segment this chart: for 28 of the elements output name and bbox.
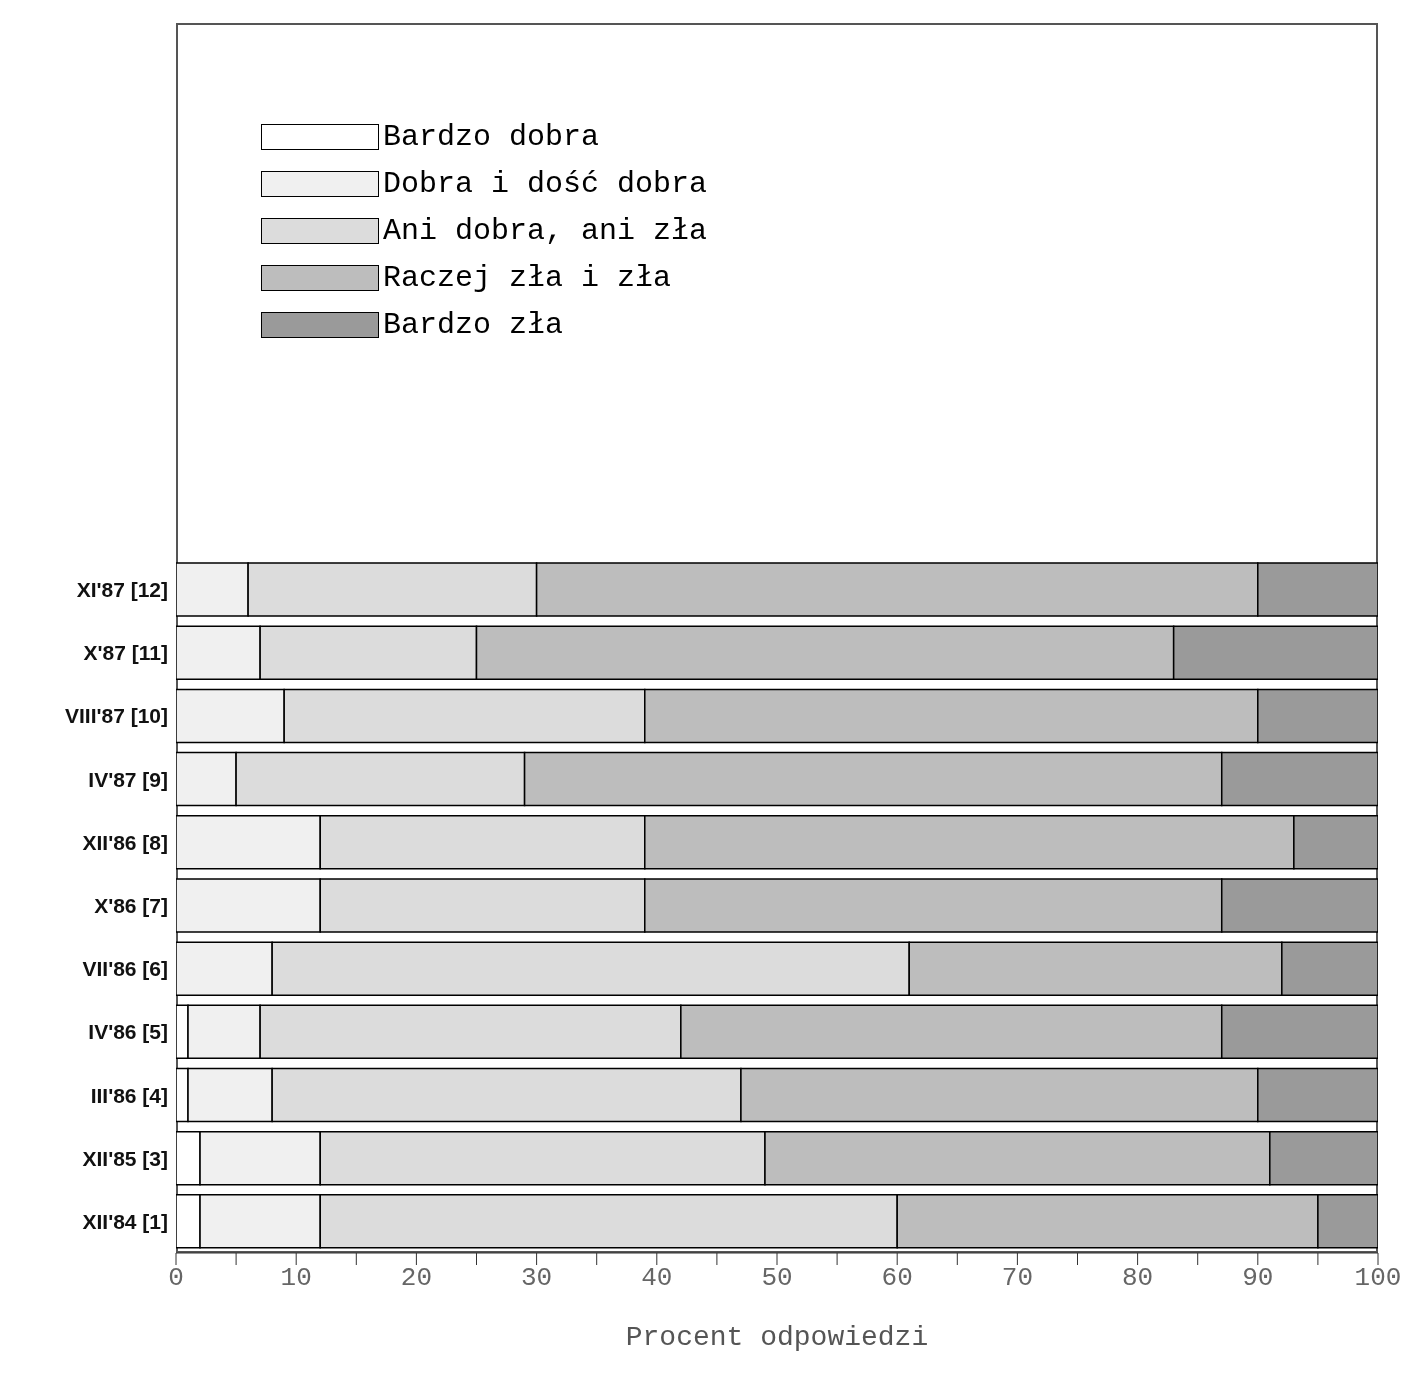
x-tick-label: 50 [761, 1263, 793, 1294]
legend-label: Bardzo zła [383, 307, 564, 342]
y-tick-label: IV'87 [9] [88, 767, 168, 791]
y-tick-label: XII'85 [3] [82, 1146, 168, 1170]
y-tick-label: XII'86 [8] [82, 830, 168, 854]
x-tick-label: 0 [168, 1263, 184, 1294]
legend-label: Dobra i dość dobra [383, 166, 708, 201]
y-tick-label: X'87 [11] [83, 641, 168, 665]
x-tick-label: 90 [1242, 1263, 1274, 1294]
y-tick-label: VII'86 [6] [82, 957, 168, 981]
y-tick-label: XII'84 [1] [82, 1209, 168, 1233]
legend-label: Raczej zła i zła [383, 260, 672, 295]
legend-label: Ani dobra, ani zła [383, 213, 708, 248]
y-tick-label: VIII'87 [10] [64, 704, 168, 728]
y-tick-label: III'86 [4] [90, 1083, 168, 1107]
x-tick-label: 30 [520, 1263, 553, 1294]
y-tick-label: XI'87 [12] [76, 578, 168, 602]
x-axis-title: Procent odpowiedzi [625, 1322, 929, 1353]
x-tick-label: 70 [1001, 1263, 1034, 1294]
x-tick-label: 80 [1121, 1263, 1154, 1294]
x-tick-label: 60 [881, 1263, 913, 1294]
x-tick-label: 20 [400, 1263, 433, 1294]
x-tick-label: 10 [280, 1263, 312, 1294]
x-tick-label: 100 [1354, 1263, 1402, 1294]
y-tick-label: X'86 [7] [94, 893, 168, 917]
legend-label: Bardzo dobra [383, 119, 600, 154]
x-tick-label: 40 [641, 1263, 673, 1294]
y-tick-label: IV'86 [5] [88, 1020, 168, 1044]
